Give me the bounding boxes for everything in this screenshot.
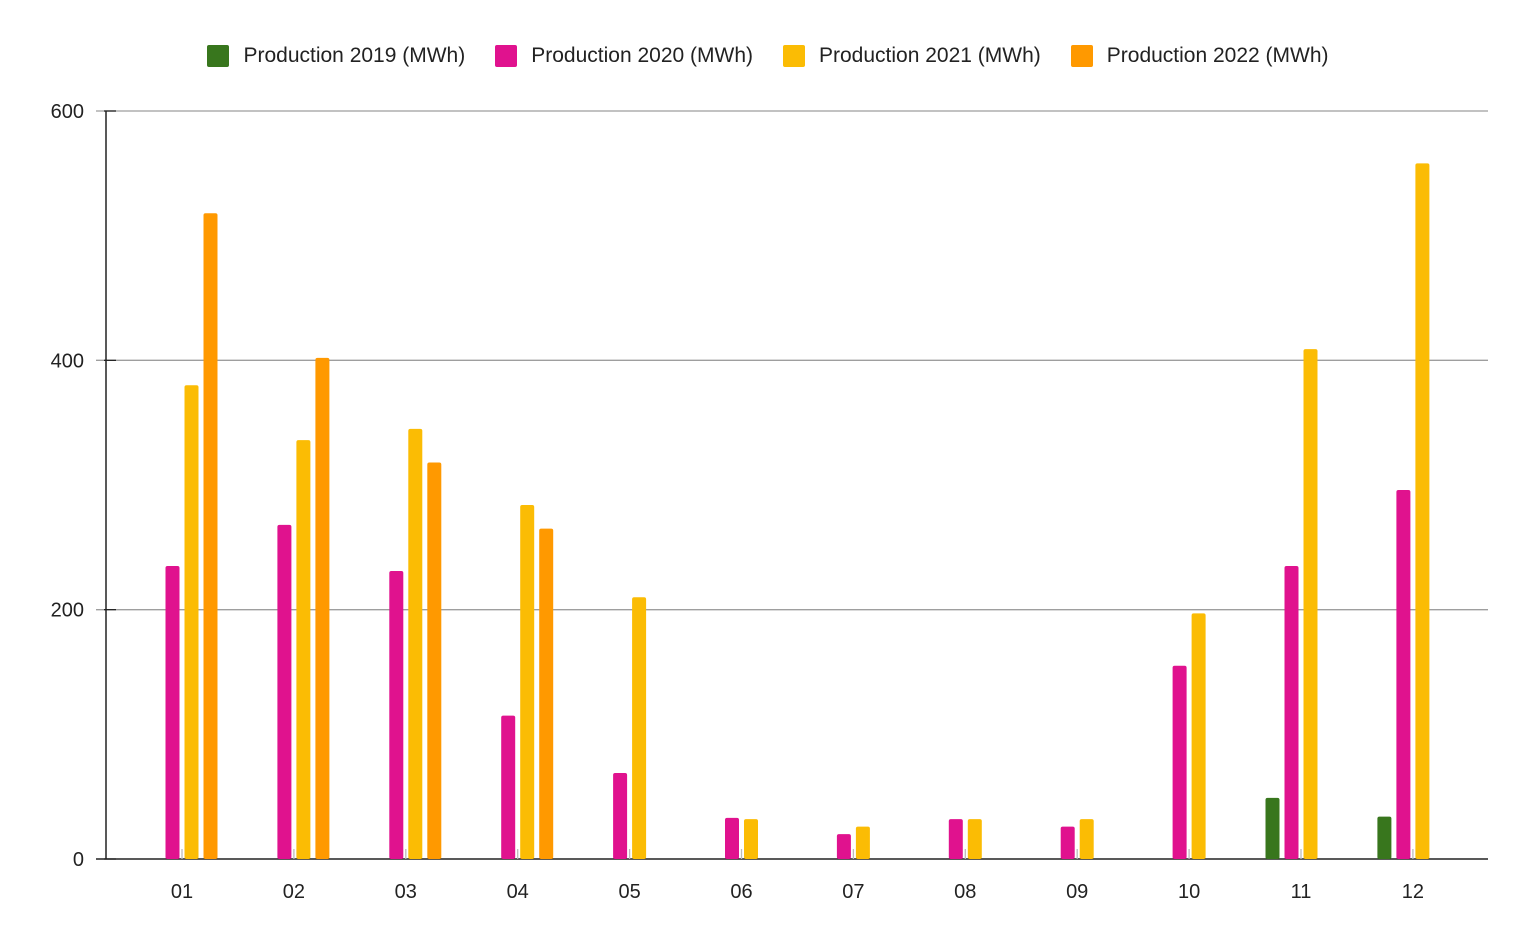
- bar-2021-02[interactable]: [296, 440, 311, 859]
- chart-legend: Production 2019 (MWh) Production 2020 (M…: [0, 44, 1536, 68]
- legend-item-2020[interactable]: Production 2020 (MWh): [495, 44, 753, 68]
- bar-2021-05[interactable]: [632, 597, 647, 859]
- bar-2020-10[interactable]: [1172, 665, 1187, 859]
- bar-2019-11[interactable]: [1265, 797, 1280, 859]
- bar-2022-01[interactable]: [203, 213, 218, 859]
- legend-item-2022[interactable]: Production 2022 (MWh): [1070, 44, 1329, 68]
- x-tick-label: 11: [1291, 881, 1312, 903]
- bar-2021-04[interactable]: [520, 504, 535, 859]
- legend-swatch-2022: [1070, 45, 1093, 67]
- bar-2021-07[interactable]: [855, 826, 870, 859]
- bar-2020-12[interactable]: [1396, 489, 1411, 859]
- bar-2021-10[interactable]: [1191, 613, 1206, 859]
- bar-2021-11[interactable]: [1303, 349, 1318, 859]
- legend-swatch-2021: [783, 45, 805, 67]
- legend-label-2021: Production 2021 (MWh): [819, 44, 1041, 67]
- x-tick-label: 06: [730, 881, 752, 903]
- x-tick-label: 07: [842, 881, 864, 903]
- bar-2020-01[interactable]: [165, 566, 180, 859]
- bar-2020-08[interactable]: [948, 819, 963, 859]
- legend-item-2019[interactable]: Production 2019 (MWh): [207, 44, 465, 68]
- bar-2021-03[interactable]: [408, 428, 423, 859]
- bar-2020-06[interactable]: [725, 817, 739, 859]
- bar-2019-12[interactable]: [1377, 816, 1392, 859]
- x-tick-label: 02: [283, 881, 305, 903]
- legend-label-2020: Production 2020 (MWh): [531, 44, 753, 67]
- y-tick-label: 600: [51, 101, 84, 123]
- legend-swatch-2020: [495, 45, 518, 67]
- legend-swatch-2019: [207, 45, 230, 67]
- y-tick-label: 400: [51, 350, 84, 372]
- x-tick-label: 03: [395, 881, 417, 903]
- x-tick-label: 12: [1402, 881, 1424, 903]
- bar-2020-11[interactable]: [1284, 566, 1299, 859]
- bar-2020-05[interactable]: [613, 772, 628, 859]
- bar-2020-07[interactable]: [836, 834, 851, 859]
- x-tick-label: 04: [507, 881, 529, 903]
- bar-2021-12[interactable]: [1415, 163, 1430, 860]
- x-tick-label: 10: [1178, 881, 1200, 903]
- bar-2020-02[interactable]: [277, 524, 292, 859]
- bar-2020-04[interactable]: [501, 715, 516, 859]
- legend-label-2022: Production 2022 (MWh): [1106, 44, 1329, 67]
- bar-2021-08[interactable]: [967, 819, 982, 859]
- y-tick-label: 200: [51, 600, 84, 622]
- legend-item-2021[interactable]: Production 2021 (MWh): [783, 44, 1041, 68]
- bar-2020-09[interactable]: [1060, 826, 1075, 859]
- y-tick-label: 0: [73, 849, 84, 871]
- bar-2022-04[interactable]: [539, 528, 554, 859]
- bar-2020-03[interactable]: [389, 571, 404, 859]
- x-tick-label: 09: [1066, 881, 1088, 903]
- x-tick-label: 05: [618, 881, 640, 903]
- x-tick-label: 01: [171, 881, 193, 903]
- bar-2021-01[interactable]: [184, 385, 199, 859]
- bar-2021-06[interactable]: [744, 819, 758, 859]
- x-tick-label: 08: [954, 881, 976, 903]
- bar-2022-02[interactable]: [315, 357, 330, 859]
- legend-label-2019: Production 2019 (MWh): [243, 44, 466, 67]
- bar-2022-03[interactable]: [427, 462, 442, 859]
- bar-2021-09[interactable]: [1079, 819, 1094, 859]
